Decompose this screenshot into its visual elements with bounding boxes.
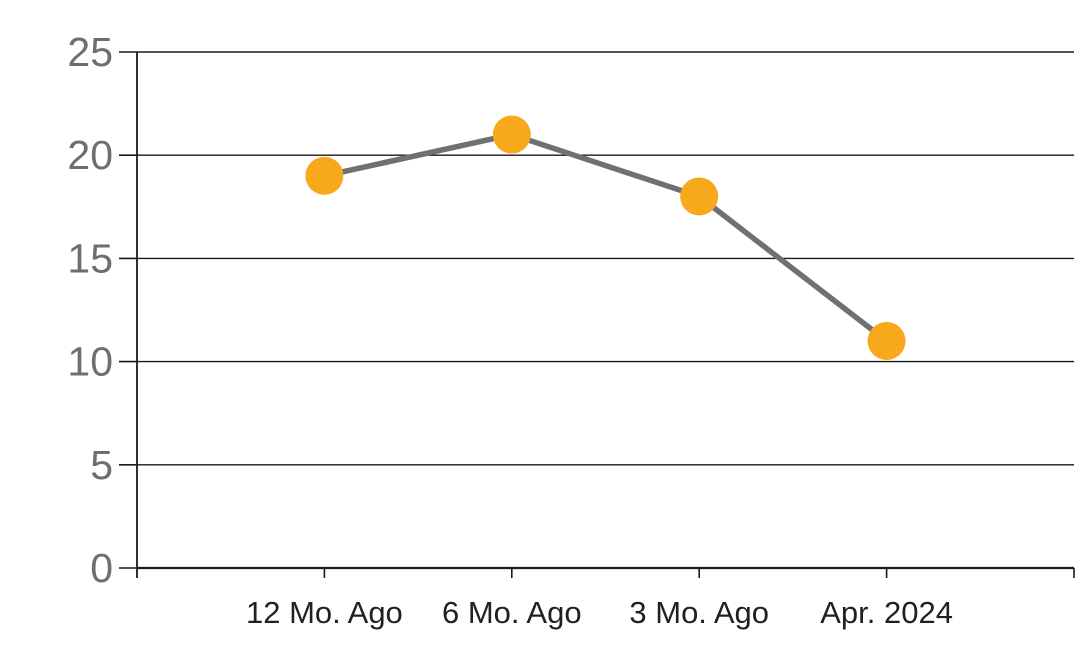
x-axis-tick-label: 12 Mo. Ago (246, 595, 403, 630)
y-axis-tick-label: 0 (90, 545, 113, 591)
y-axis-tick-label: 5 (90, 442, 113, 488)
y-axis-tick-label: 25 (67, 29, 113, 75)
x-axis-tick-label: 6 Mo. Ago (442, 595, 582, 630)
data-line (321, 131, 890, 344)
data-point-marker (867, 321, 906, 360)
data-point-marker (305, 156, 344, 195)
x-axis-tick-label: Apr. 2024 (820, 595, 953, 630)
y-axis-tick-label: 10 (67, 339, 113, 385)
x-axis-tick-label: 3 Mo. Ago (629, 595, 769, 630)
y-axis-tick-label: 15 (67, 235, 113, 281)
data-point-marker (492, 115, 531, 154)
data-point-marker (680, 177, 719, 216)
y-axis-tick-label: 20 (67, 132, 113, 178)
